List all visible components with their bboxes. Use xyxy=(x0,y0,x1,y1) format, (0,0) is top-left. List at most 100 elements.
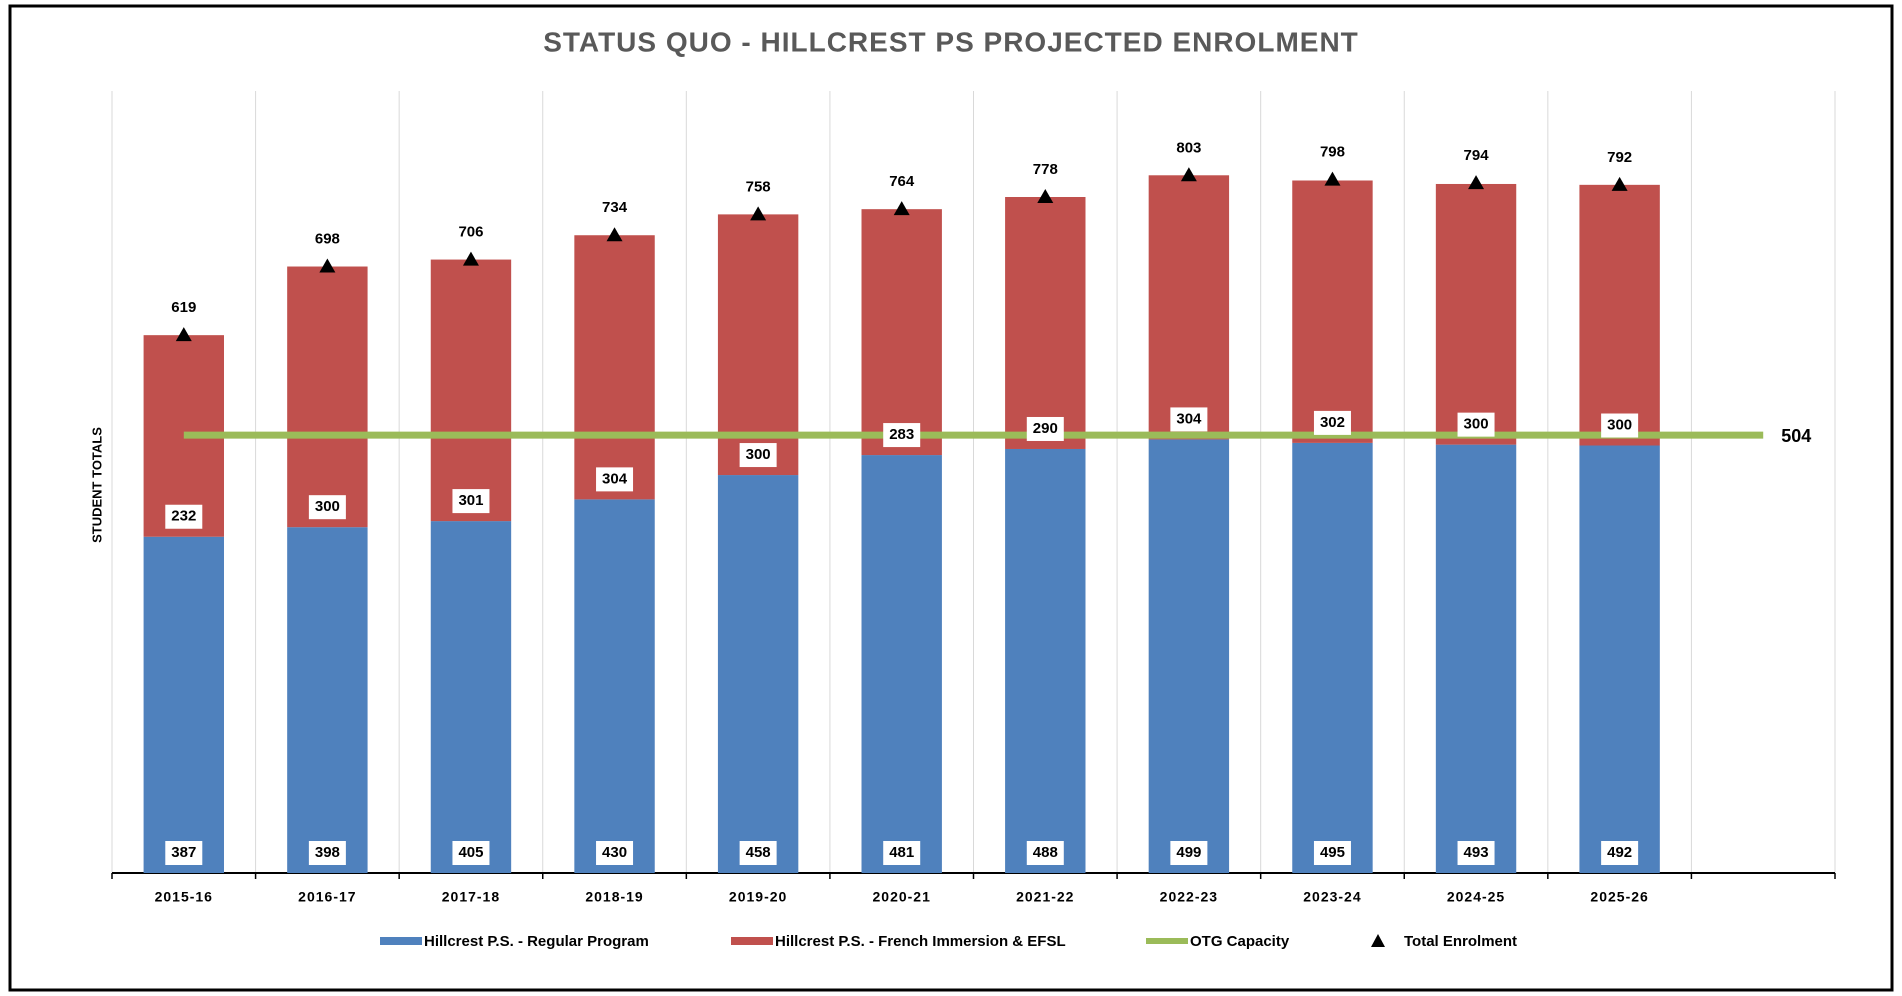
data-label-box xyxy=(883,423,921,448)
data-label-box xyxy=(1026,841,1064,865)
total-marker xyxy=(1037,189,1054,204)
x-tick-label: 2021-22 xyxy=(1016,889,1074,905)
bar-segment xyxy=(574,499,655,873)
data-label: 304 xyxy=(602,470,628,487)
data-label-box xyxy=(596,467,634,492)
data-label-box xyxy=(1601,841,1639,865)
bar-segment xyxy=(717,475,799,873)
data-label: 481 xyxy=(889,844,914,861)
data-label: 300 xyxy=(315,498,340,515)
bar-segment xyxy=(1579,445,1660,873)
total-marker xyxy=(750,206,767,221)
data-label: 499 xyxy=(1176,844,1201,861)
total-label: 698 xyxy=(315,230,340,247)
data-label-box xyxy=(1170,407,1208,432)
bar-segment xyxy=(143,536,224,873)
data-label-box xyxy=(308,495,346,520)
bar-segment xyxy=(1292,180,1373,443)
data-label: 283 xyxy=(889,426,914,443)
bar-segment xyxy=(287,527,368,873)
total-label: 706 xyxy=(458,224,483,241)
total-label: 803 xyxy=(1176,139,1201,156)
bar-segment xyxy=(1579,184,1660,446)
data-label: 304 xyxy=(1176,410,1202,427)
data-label-box xyxy=(452,489,490,514)
data-label: 300 xyxy=(1464,416,1489,433)
bar-segment xyxy=(430,521,512,873)
x-tick-label: 2022-23 xyxy=(1160,889,1218,905)
data-label: 398 xyxy=(315,844,340,861)
data-label: 492 xyxy=(1607,844,1632,861)
total-label: 758 xyxy=(746,178,771,195)
data-label-box xyxy=(739,841,777,865)
data-label: 430 xyxy=(602,844,627,861)
legend-swatch xyxy=(731,937,773,945)
bar-segment xyxy=(1292,442,1373,873)
data-label-box xyxy=(883,841,921,865)
data-label: 493 xyxy=(1464,844,1489,861)
bar-segment xyxy=(861,455,942,873)
data-label: 302 xyxy=(1320,414,1345,431)
x-tick-label: 2016-17 xyxy=(298,889,356,905)
data-label-box xyxy=(1313,841,1351,865)
total-label: 778 xyxy=(1033,161,1058,178)
total-label: 619 xyxy=(171,299,196,316)
x-tick-label: 2017-18 xyxy=(442,889,500,905)
y-axis-label: STUDENT TOTALS xyxy=(89,427,104,543)
legend-swatch xyxy=(380,937,422,945)
x-tick-label: 2023-24 xyxy=(1303,889,1361,905)
x-tick-label: 2024-25 xyxy=(1447,889,1505,905)
bar-segment xyxy=(861,209,942,456)
total-marker xyxy=(1324,171,1341,186)
data-label-box xyxy=(1026,416,1064,441)
data-label-box xyxy=(1457,841,1495,865)
data-label-box xyxy=(165,841,203,865)
chart-title: STATUS QUO - HILLCREST PS PROJECTED ENRO… xyxy=(543,26,1359,57)
data-label-box xyxy=(739,443,777,468)
total-marker xyxy=(1611,176,1628,191)
data-label-box xyxy=(452,841,490,865)
data-label: 301 xyxy=(458,492,483,509)
legend-label: OTG Capacity xyxy=(1190,933,1290,950)
total-label: 764 xyxy=(889,173,915,190)
total-label: 798 xyxy=(1320,144,1345,161)
bar-segment xyxy=(1005,448,1086,873)
total-marker xyxy=(1468,175,1485,190)
total-marker xyxy=(175,327,192,342)
total-label: 734 xyxy=(602,199,628,216)
legend-label: Total Enrolment xyxy=(1404,933,1517,950)
total-marker xyxy=(893,201,910,216)
data-label: 300 xyxy=(746,446,771,463)
data-label: 232 xyxy=(171,508,196,525)
legend-swatch xyxy=(1371,934,1385,947)
data-label: 387 xyxy=(171,844,196,861)
total-marker xyxy=(462,251,479,266)
legend-label: Hillcrest P.S. - Regular Program xyxy=(424,933,649,950)
bar-segment xyxy=(1148,175,1230,440)
data-label: 495 xyxy=(1320,844,1345,861)
data-label-box xyxy=(1457,412,1495,437)
data-label-box xyxy=(596,841,634,865)
capacity-label: 504 xyxy=(1781,426,1811,446)
total-label: 792 xyxy=(1607,149,1632,166)
data-label-box xyxy=(1170,841,1208,865)
x-tick-label: 2015-16 xyxy=(155,889,213,905)
data-label: 405 xyxy=(458,844,483,861)
data-label-box xyxy=(165,504,203,529)
bar-segment xyxy=(287,266,368,528)
data-label: 300 xyxy=(1607,416,1632,433)
total-marker xyxy=(319,258,336,273)
data-label: 290 xyxy=(1033,420,1058,437)
legend-label: Hillcrest P.S. - French Immersion & EFSL xyxy=(775,933,1066,950)
bar-segment xyxy=(1005,197,1086,449)
x-tick-label: 2018-19 xyxy=(585,889,643,905)
data-label-box xyxy=(1313,410,1351,435)
total-label: 794 xyxy=(1464,147,1490,164)
bar-segment xyxy=(430,259,512,522)
x-tick-label: 2019-20 xyxy=(729,889,787,905)
total-marker xyxy=(606,227,623,242)
x-tick-label: 2020-21 xyxy=(873,889,931,905)
bar-segment xyxy=(1435,183,1517,445)
data-label: 458 xyxy=(746,844,771,861)
